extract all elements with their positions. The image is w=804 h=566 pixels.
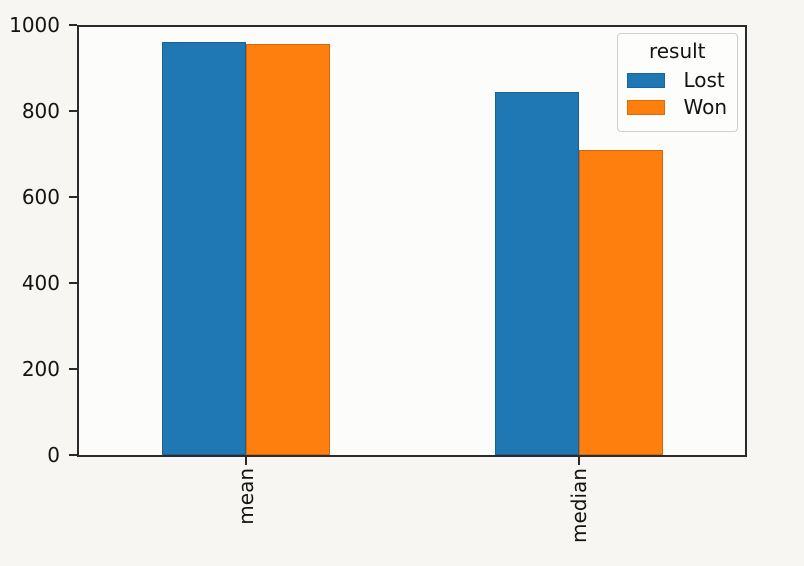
y-tick-mark bbox=[69, 196, 77, 198]
y-tick-mark bbox=[69, 24, 77, 26]
bar-won-median bbox=[579, 150, 663, 455]
bar-lost-median bbox=[495, 92, 579, 455]
y-tick-label: 600 bbox=[21, 185, 60, 209]
x-tick-mark bbox=[244, 457, 247, 465]
x-tick-label-mean: mean bbox=[233, 468, 258, 525]
legend-label-won: Won bbox=[683, 95, 727, 119]
y-tick-label: 0 bbox=[47, 443, 60, 467]
legend-entries: Lost Won bbox=[627, 70, 727, 117]
x-tick-label-median: median bbox=[566, 468, 591, 543]
y-tick-mark bbox=[69, 110, 77, 112]
y-tick-mark bbox=[69, 368, 77, 370]
legend-title: result bbox=[648, 39, 706, 63]
bar-won-mean bbox=[246, 44, 330, 455]
y-tick-mark bbox=[69, 282, 77, 284]
y-tick-label: 200 bbox=[21, 357, 60, 381]
y-tick-mark bbox=[69, 454, 77, 456]
y-tick-label: 800 bbox=[21, 99, 60, 123]
y-tick-label: 400 bbox=[21, 271, 60, 295]
bar-lost-mean bbox=[162, 42, 246, 455]
legend-swatch-won bbox=[627, 99, 666, 115]
legend-entry-lost: Lost bbox=[627, 70, 727, 90]
x-tick-mark bbox=[577, 457, 580, 465]
y-tick-label: 1000 bbox=[9, 13, 60, 37]
legend: result Lost Won bbox=[617, 33, 738, 132]
legend-label-lost: Lost bbox=[683, 68, 725, 92]
legend-swatch-lost bbox=[627, 72, 666, 88]
legend-entry-won: Won bbox=[627, 97, 727, 117]
plot-area: result Lost Won bbox=[77, 25, 747, 457]
